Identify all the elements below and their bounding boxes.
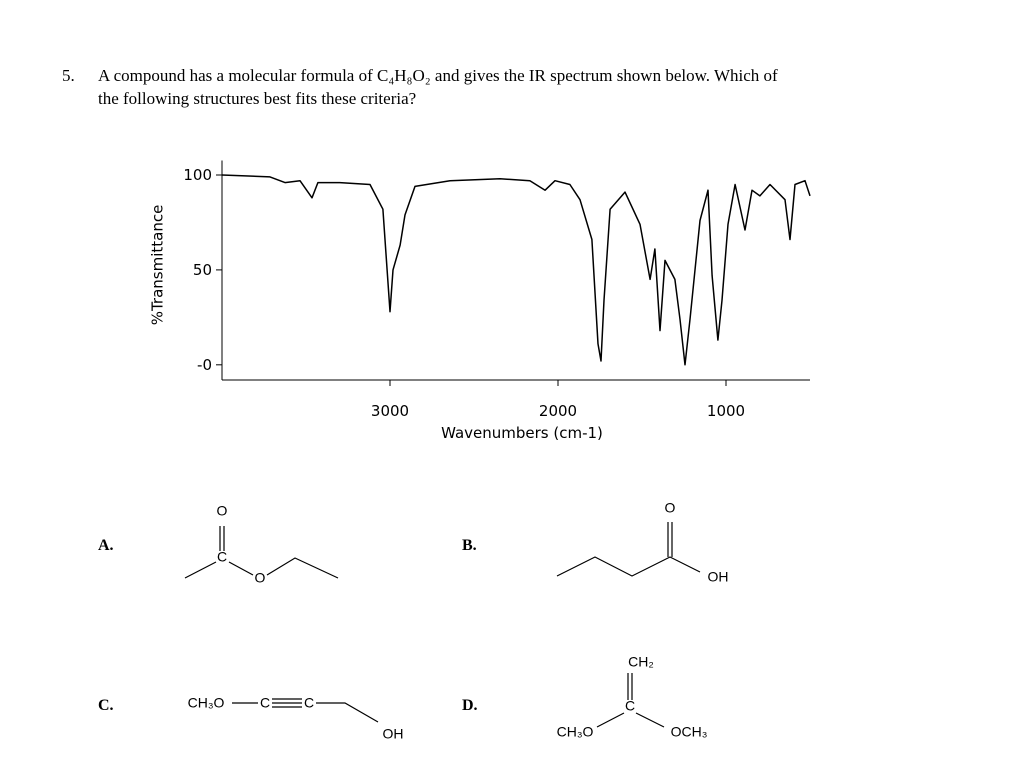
bond — [184, 526, 339, 579]
atom: O — [665, 500, 676, 516]
atom: OH — [383, 726, 404, 742]
atom: CH₃O — [557, 724, 594, 740]
choice-b: B. O OH — [462, 500, 729, 585]
choice-label: C. — [98, 697, 114, 714]
x-tick-label: 3000 — [371, 402, 409, 420]
x-tick-label: 1000 — [707, 402, 745, 420]
y-tick-label: 100 — [183, 166, 212, 184]
bond — [556, 522, 701, 577]
atom: CH₂ — [628, 654, 654, 670]
atom: OCH₃ — [671, 724, 708, 740]
choice-label: D. — [462, 697, 478, 714]
choice-a: A. O C O — [98, 503, 339, 586]
atom: C — [217, 549, 227, 565]
atom: C — [625, 698, 635, 714]
atom: C — [260, 695, 270, 711]
question-line: A compound has a molecular formula of C₄… — [98, 66, 778, 85]
choice-label: A. — [98, 537, 114, 554]
y-tick-label: 50 — [193, 261, 212, 279]
bond — [232, 698, 379, 723]
spectrum-line — [221, 174, 811, 366]
y-tick-label: -0 — [197, 356, 212, 374]
atom: C — [304, 695, 314, 711]
atom: OH — [708, 569, 729, 585]
x-tick-label: 2000 — [539, 402, 577, 420]
ir-spectrum: %Transmittance Wavenumbers (cm-1) 100 50 -… — [149, 160, 811, 442]
bond — [596, 673, 665, 728]
question-line: the following structures best fits these… — [98, 89, 416, 108]
atom: O — [217, 503, 228, 519]
atom: O — [255, 570, 266, 586]
choice-d: D. CH₂ C CH₃O OCH₃ — [462, 654, 707, 740]
x-axis-label: Wavenumbers (cm-1) — [441, 424, 603, 442]
choice-label: B. — [462, 537, 477, 554]
atom: CH₃O — [188, 695, 225, 711]
y-axis-label: %Transmittance — [149, 205, 167, 326]
question-number: 5. — [62, 66, 75, 85]
choice-c: C. CH₃O C C OH — [98, 695, 404, 742]
